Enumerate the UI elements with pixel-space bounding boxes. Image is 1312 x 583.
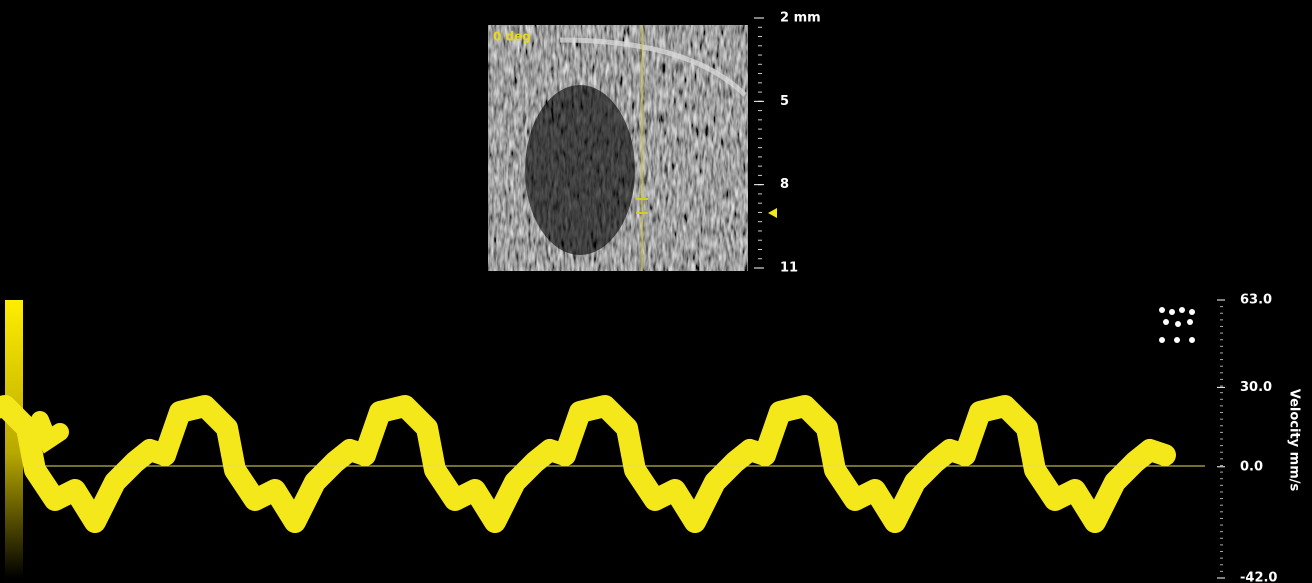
- focus-marker: [768, 208, 777, 218]
- doppler-waveform: [0, 406, 1165, 522]
- screen: 0 deg Velocity mm/s 2 mm 5 8 11 63.0 30.0 0.0 -…: [0, 0, 1312, 583]
- velocity-tick-label: -42.0: [1240, 571, 1277, 583]
- bmode-image: 0 deg: [488, 25, 748, 271]
- velocity-axis-label: Velocity mm/s: [1287, 389, 1302, 492]
- velocity-tick-label: 30.0: [1240, 380, 1272, 395]
- depth-tick-label: 5: [780, 94, 789, 109]
- velocity-tick-label: 0.0: [1240, 459, 1263, 474]
- menu-icon[interactable]: [1159, 307, 1195, 343]
- depth-tick-label: 8: [780, 177, 789, 192]
- depth-tick-label: 2 mm: [780, 11, 821, 26]
- angle-label: 0 deg: [493, 30, 531, 44]
- depth-tick-label: 11: [780, 261, 798, 276]
- page: {"bmode": {"angle_label": "0 deg", "dept…: [0, 0, 1312, 583]
- velocity-tick-label: 63.0: [1240, 293, 1272, 308]
